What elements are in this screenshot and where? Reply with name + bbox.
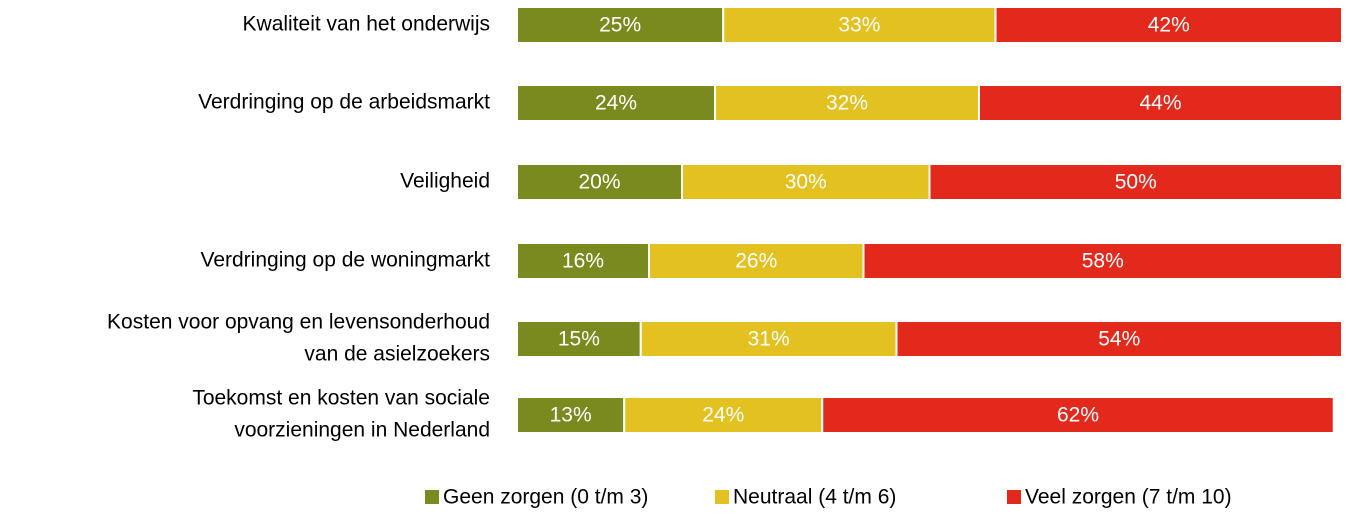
data-label: 24%	[595, 92, 637, 115]
bar-segment	[895, 320, 1343, 358]
data-label: 58%	[1082, 250, 1124, 273]
category-label: Kosten voor opvang en levensonderhoud	[107, 311, 490, 334]
bar-segment	[516, 396, 626, 434]
legend-swatch	[715, 490, 729, 504]
bar-segment	[681, 163, 931, 201]
bar-segment	[978, 84, 1343, 122]
bar-segment	[862, 242, 1343, 280]
bar-segment	[516, 320, 642, 358]
legend-label: Geen zorgen (0 t/m 3)	[443, 486, 648, 509]
bar-segment	[714, 84, 980, 122]
data-label: 26%	[735, 250, 777, 273]
bar-segment	[994, 6, 1343, 44]
category-label: voorzieningen in Nederland	[234, 419, 490, 442]
data-label: 30%	[785, 171, 827, 194]
data-label: 44%	[1139, 92, 1181, 115]
legend-swatch	[425, 490, 439, 504]
category-label: Verdringing op de woningmarkt	[200, 249, 490, 272]
bar-segment	[639, 320, 898, 358]
bar-segment	[516, 6, 725, 44]
data-label: 32%	[826, 92, 868, 115]
data-label: 15%	[558, 328, 600, 351]
data-label: 24%	[702, 404, 744, 427]
data-label: 16%	[562, 250, 604, 273]
bar-segment	[722, 6, 997, 44]
legend-label: Veel zorgen (7 t/m 10)	[1025, 486, 1232, 509]
data-label: 20%	[578, 171, 620, 194]
data-label: 33%	[838, 14, 880, 37]
data-label: 54%	[1098, 328, 1140, 351]
category-label: Kwaliteit van het onderwijs	[243, 13, 490, 36]
legend-label: Neutraal (4 t/m 6)	[733, 486, 896, 509]
data-label: 25%	[599, 14, 641, 37]
category-label: Veiligheid	[400, 170, 490, 193]
data-label: 62%	[1057, 404, 1099, 427]
data-label: 42%	[1148, 14, 1190, 37]
data-label: 31%	[748, 328, 790, 351]
data-label: 13%	[550, 404, 592, 427]
bar-segment	[821, 396, 1335, 434]
bar-segment	[516, 163, 683, 201]
category-label: Toekomst en kosten van sociale	[192, 387, 490, 410]
category-label: Verdringing op de arbeidsmarkt	[198, 91, 490, 114]
category-label: van de asielzoekers	[304, 343, 490, 366]
bar-segment	[623, 396, 824, 434]
data-label: 50%	[1115, 171, 1157, 194]
legend-swatch	[1007, 490, 1021, 504]
bar-segment	[516, 242, 650, 280]
bar-segment	[928, 163, 1343, 201]
